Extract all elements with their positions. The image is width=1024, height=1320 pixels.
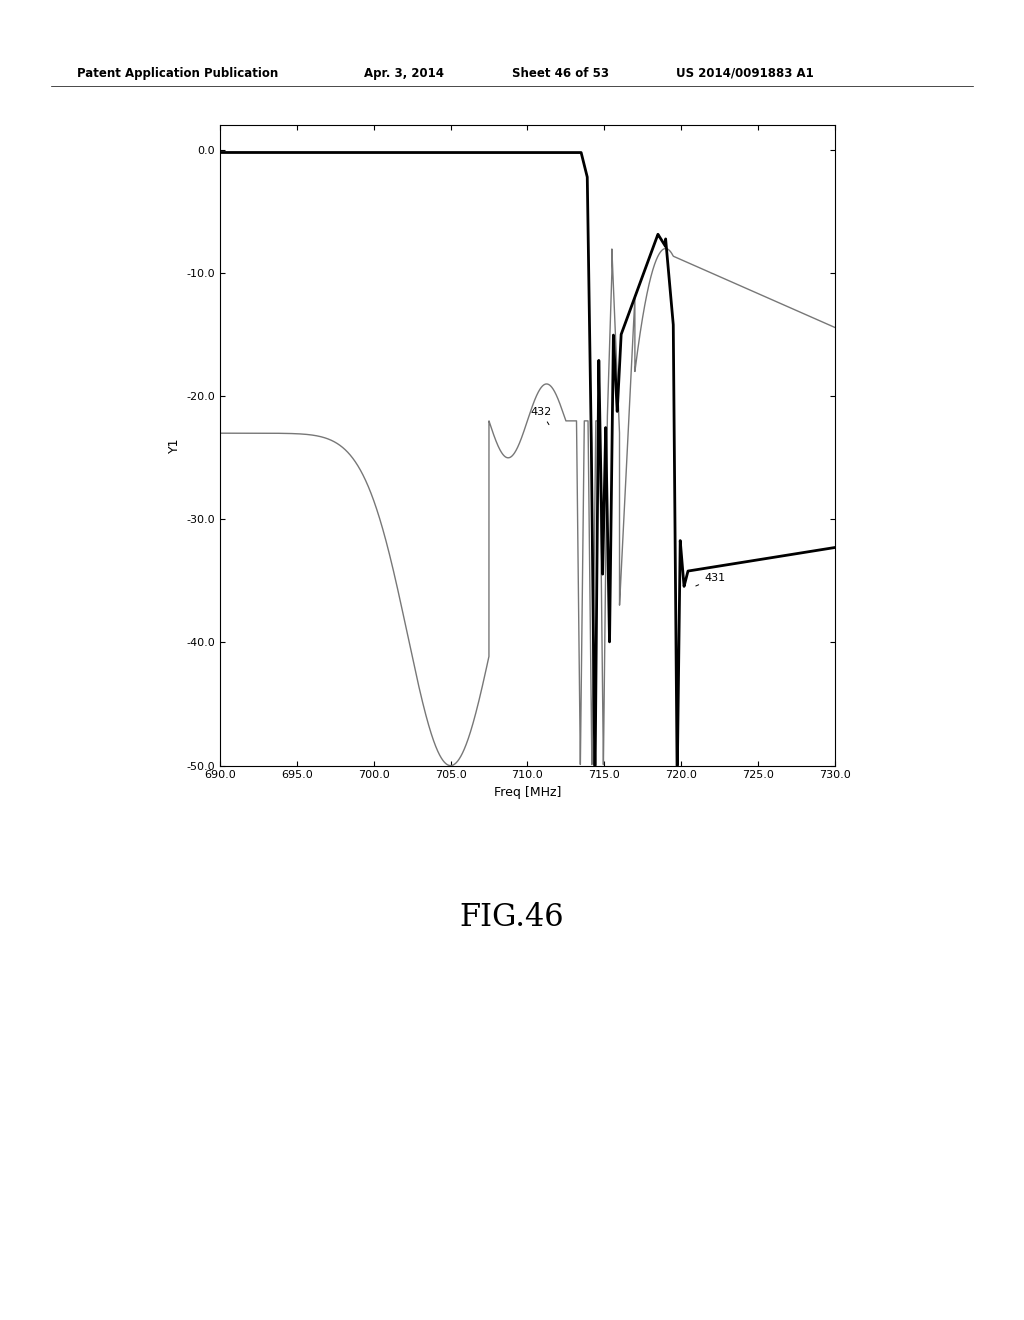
Text: Apr. 3, 2014: Apr. 3, 2014 [364,66,443,79]
Text: 431: 431 [695,573,725,586]
Text: US 2014/0091883 A1: US 2014/0091883 A1 [676,66,814,79]
Text: Sheet 46 of 53: Sheet 46 of 53 [512,66,609,79]
Y-axis label: Y1: Y1 [168,438,181,453]
X-axis label: Freq [MHz]: Freq [MHz] [494,785,561,799]
Text: 432: 432 [530,407,552,425]
Text: FIG.46: FIG.46 [460,902,564,933]
Text: Patent Application Publication: Patent Application Publication [77,66,279,79]
